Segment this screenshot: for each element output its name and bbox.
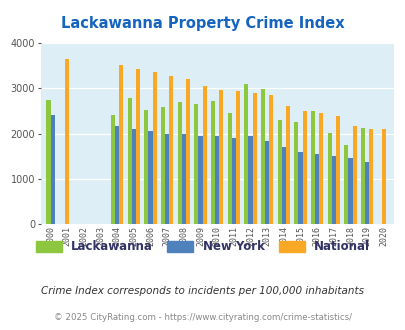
Bar [46,100,51,224]
Bar [277,120,281,224]
Bar [327,133,331,224]
Bar [51,115,55,224]
Bar [65,59,69,224]
Bar [252,93,256,224]
Bar [352,126,356,224]
Bar [219,90,223,224]
Bar [177,102,181,224]
Bar [231,138,235,224]
Bar [244,84,248,224]
Bar [227,113,231,224]
Bar [198,136,202,224]
Bar [119,65,123,224]
Bar [347,158,352,224]
Bar [364,162,368,224]
Bar [285,106,290,224]
Bar [314,154,318,224]
Bar [360,128,364,224]
Bar [202,86,206,224]
Bar [111,115,115,224]
Bar [248,136,252,224]
Bar [215,136,219,224]
Bar [260,89,264,224]
Bar [115,126,119,224]
Bar [194,104,198,224]
Bar [269,95,273,224]
Bar [294,122,298,224]
Text: © 2025 CityRating.com - https://www.cityrating.com/crime-statistics/: © 2025 CityRating.com - https://www.city… [54,313,351,322]
Bar [148,131,152,224]
Bar [152,72,156,224]
Legend: Lackawanna, New York, National: Lackawanna, New York, National [31,236,374,258]
Bar [302,112,306,224]
Bar [331,156,335,224]
Bar [211,101,215,224]
Text: Crime Index corresponds to incidents per 100,000 inhabitants: Crime Index corresponds to incidents per… [41,286,364,296]
Bar [298,152,302,224]
Bar [144,110,148,224]
Bar [181,134,185,224]
Bar [318,113,323,224]
Bar [185,79,190,224]
Bar [165,134,169,224]
Bar [381,129,385,224]
Bar [264,141,269,224]
Bar [235,91,239,224]
Bar [136,69,140,224]
Bar [127,98,132,224]
Bar [160,107,165,224]
Bar [281,147,285,224]
Bar [368,129,373,224]
Bar [169,76,173,224]
Bar [132,129,136,224]
Bar [310,112,314,224]
Text: Lackawanna Property Crime Index: Lackawanna Property Crime Index [61,16,344,31]
Bar [335,116,339,224]
Bar [343,145,347,224]
